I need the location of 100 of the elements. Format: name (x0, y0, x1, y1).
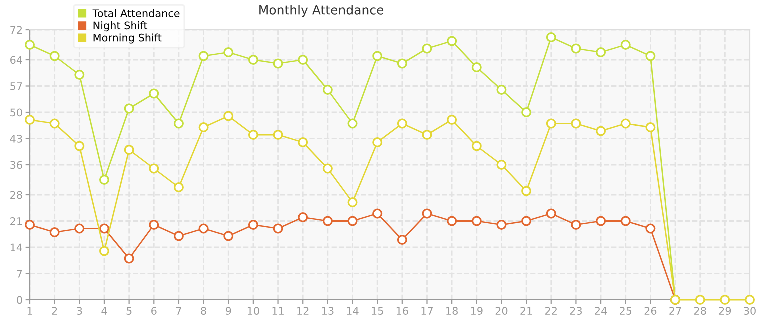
point (273, 130, 284, 140)
y-tick-label: 14 (10, 244, 22, 252)
point (646, 224, 656, 234)
point (198, 224, 209, 234)
point (149, 164, 160, 174)
point (571, 118, 582, 129)
point (348, 216, 358, 226)
point (50, 51, 60, 62)
point (50, 118, 60, 129)
point (472, 216, 482, 226)
point (124, 104, 134, 114)
point (224, 48, 234, 58)
point (620, 216, 631, 226)
point (174, 231, 184, 242)
x-tick-label: 13 (322, 307, 334, 316)
point (25, 220, 35, 230)
x-tick-label: 19 (471, 307, 483, 316)
x-tick-label: 28 (694, 307, 706, 316)
point (596, 48, 606, 58)
x-tick-label: 10 (248, 307, 260, 316)
point (25, 115, 35, 125)
point (745, 295, 755, 305)
point (546, 118, 556, 129)
point (397, 58, 408, 69)
x-tick-label: 30 (744, 307, 756, 316)
point (25, 40, 35, 50)
x-tick-label: 22 (546, 307, 557, 315)
point (322, 85, 333, 95)
point (496, 160, 507, 170)
point (397, 118, 408, 129)
x-tick-label: 14 (347, 307, 359, 315)
point (74, 224, 85, 234)
y-tick-label: 36 (10, 161, 22, 170)
point (571, 44, 582, 54)
x-tick-label: 1 (28, 307, 32, 315)
y-tick-label: 72 (10, 26, 22, 34)
y-tick-label: 57 (10, 82, 22, 90)
y-tick-label: 43 (10, 134, 22, 143)
point (174, 182, 184, 192)
y-tick-label: 50 (10, 108, 22, 117)
point (571, 220, 582, 230)
point (522, 108, 532, 118)
x-tick-label: 9 (226, 307, 232, 316)
x-tick-label: 8 (201, 307, 206, 316)
point (298, 55, 308, 65)
y-tick-label: 28 (10, 191, 22, 200)
point (522, 216, 532, 226)
point (149, 220, 160, 230)
x-tick-label: 5 (126, 307, 132, 316)
point (348, 118, 358, 129)
point (99, 175, 110, 185)
point (596, 216, 606, 226)
point (496, 220, 507, 230)
point (224, 111, 234, 122)
point (472, 62, 482, 72)
point (99, 246, 110, 256)
point (74, 141, 85, 152)
point (273, 224, 284, 234)
point (322, 216, 333, 226)
point (720, 295, 730, 305)
point (546, 32, 556, 42)
point (248, 220, 258, 230)
x-tick-label: 11 (272, 307, 284, 315)
x-tick-label: 7 (176, 307, 182, 315)
point (447, 115, 458, 125)
point (124, 145, 134, 155)
x-tick-label: 3 (77, 307, 82, 316)
point (248, 55, 258, 65)
y-tick-label: 64 (10, 56, 22, 64)
point (397, 235, 408, 245)
point (522, 186, 532, 196)
legend-label: Night Shift (94, 22, 148, 32)
point (447, 216, 458, 226)
x-tick-label: 20 (496, 307, 508, 316)
point (124, 254, 134, 264)
x-tick-label: 21 (520, 307, 532, 315)
x-tick-label: 18 (446, 307, 458, 316)
point (596, 126, 606, 136)
point (174, 118, 184, 129)
point (422, 130, 432, 140)
x-tick-label: 25 (620, 307, 632, 316)
y-tick-label: 21 (10, 217, 22, 226)
point (149, 88, 160, 99)
point (298, 212, 308, 222)
point (273, 58, 284, 69)
legend-label: Total Attendance (92, 9, 180, 18)
point (198, 122, 209, 132)
x-tick-label: 2 (52, 307, 58, 315)
point (74, 70, 85, 80)
x-tick-label: 17 (422, 307, 433, 315)
x-tick-label: 4 (102, 307, 108, 315)
point (198, 51, 209, 62)
point (224, 231, 234, 242)
point (472, 141, 482, 152)
point (496, 85, 507, 95)
legend-label: Morning Shift (94, 34, 162, 44)
point (348, 198, 358, 208)
point (646, 122, 656, 132)
x-tick-label: 23 (570, 307, 582, 316)
x-tick-label: 26 (644, 307, 657, 316)
